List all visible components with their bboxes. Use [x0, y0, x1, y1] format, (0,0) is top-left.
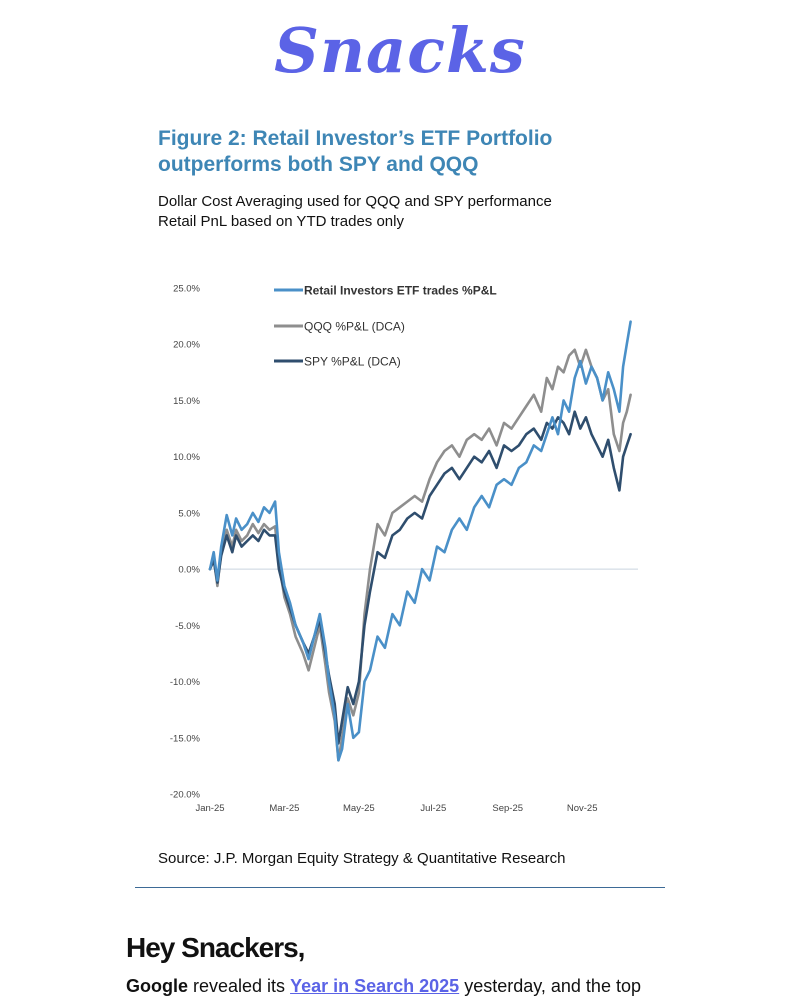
x-tick-label: Jan-25	[195, 803, 224, 814]
figure-subtitle-line-1: Dollar Cost Averaging used for QQQ and S…	[158, 193, 552, 210]
series-line-qqq	[208, 348, 632, 762]
newsletter-intro: Google revealed its Year in Search 2025 …	[126, 976, 641, 997]
y-tick-label: -20.0%	[170, 790, 201, 801]
x-tick-label: Nov-25	[567, 803, 598, 814]
figure-source: Source: J.P. Morgan Equity Strategy & Qu…	[158, 850, 566, 867]
intro-text-1: revealed its	[188, 976, 291, 996]
y-tick-label: 15.0%	[173, 396, 200, 407]
intro-company: Google	[126, 976, 188, 996]
y-tick-label: 20.0%	[173, 340, 200, 351]
legend-label: Retail Investors ETF trades %P&L	[304, 284, 497, 298]
section-divider	[135, 887, 665, 888]
newsletter-greeting: Hey Snackers,	[126, 932, 305, 963]
x-tick-label: Mar-25	[269, 803, 299, 814]
y-tick-label: -10.0%	[170, 677, 201, 688]
y-tick-label: 5.0%	[178, 508, 200, 519]
figure-title: Figure 2: Retail Investor’s ETF Portfoli…	[158, 127, 553, 176]
figure-subtitle-line-2: Retail PnL based on YTD trades only	[158, 213, 404, 230]
performance-line-chart: 25.0% 20.0% 15.0% 10.0% 5.0% 0.0% -5.0% -10.0% -…	[170, 284, 638, 814]
x-tick-label: Sep-25	[492, 803, 523, 814]
x-tick-label: Jul-25	[420, 803, 446, 814]
y-tick-label: -15.0%	[170, 733, 201, 744]
series-line-spy	[208, 410, 632, 745]
series-line-retail	[208, 320, 632, 762]
legend-label: QQQ %P&L (DCA)	[304, 320, 405, 334]
y-tick-label: 0.0%	[178, 565, 200, 576]
y-tick-label: -5.0%	[175, 621, 200, 632]
legend-label: SPY %P&L (DCA)	[304, 355, 401, 369]
snacks-logo: Snacks	[274, 14, 526, 87]
figure-subtitle: Dollar Cost Averaging used for QQQ and S…	[158, 192, 678, 232]
y-tick-label: 25.0%	[173, 284, 200, 295]
year-in-search-link[interactable]: Year in Search 2025	[290, 976, 460, 996]
x-tick-label: May-25	[343, 803, 375, 814]
y-tick-label: 10.0%	[173, 452, 200, 463]
intro-text-2: yesterday, and the top	[459, 976, 641, 996]
